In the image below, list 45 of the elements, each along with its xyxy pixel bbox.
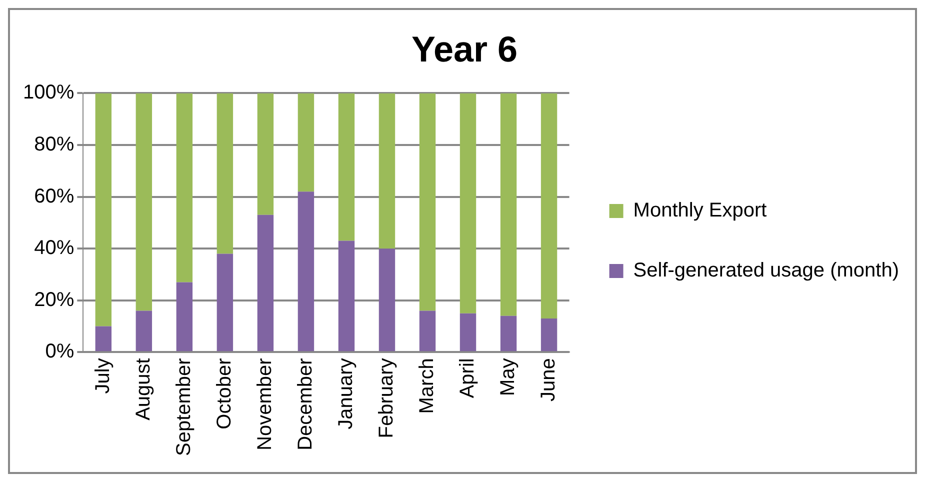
y-tick-label: 80% — [34, 134, 74, 156]
legend-label: Monthly Export — [633, 200, 768, 222]
bar — [136, 310, 152, 352]
legend-label: Self-generated usage (month) — [633, 260, 900, 282]
x-tick-label: January — [334, 358, 357, 430]
bar — [257, 93, 274, 215]
x-tick-label: September — [172, 358, 195, 456]
bar — [460, 313, 476, 352]
x-tick-label: December — [294, 358, 316, 450]
x-tick-label: July — [92, 358, 114, 394]
x-tick-label: February — [376, 358, 398, 438]
y-tick-label: 0% — [45, 340, 74, 363]
y-tick-label: 60% — [34, 185, 74, 208]
x-tick-label: October — [213, 358, 236, 430]
bar — [257, 214, 274, 352]
bar — [460, 93, 476, 314]
x-tick-label: June — [538, 358, 560, 402]
x-tick-label: March — [416, 358, 438, 414]
bar — [176, 282, 193, 352]
bar — [176, 93, 193, 282]
bar — [95, 93, 112, 326]
bar — [419, 93, 436, 311]
bar — [298, 192, 314, 352]
chart-title: Year 6 — [411, 28, 518, 70]
bar — [419, 310, 436, 352]
bar — [298, 93, 314, 192]
y-tick-label: 20% — [34, 288, 74, 311]
bar — [378, 248, 396, 352]
bar — [378, 93, 396, 249]
x-tick-label: May — [497, 358, 520, 396]
y-tick-label: 40% — [34, 237, 74, 260]
bar — [338, 93, 355, 241]
bar — [216, 254, 234, 352]
x-tick-label: November — [254, 358, 276, 450]
bar — [500, 93, 517, 316]
x-tick-label: August — [132, 358, 154, 420]
bar — [540, 93, 558, 318]
bar — [540, 318, 558, 352]
bar — [500, 316, 517, 352]
bar — [216, 93, 234, 254]
bar — [95, 326, 112, 352]
y-tick-label: 100% — [22, 82, 74, 104]
bar — [338, 240, 355, 352]
x-tick-label: April — [456, 358, 479, 398]
bar — [136, 93, 152, 311]
